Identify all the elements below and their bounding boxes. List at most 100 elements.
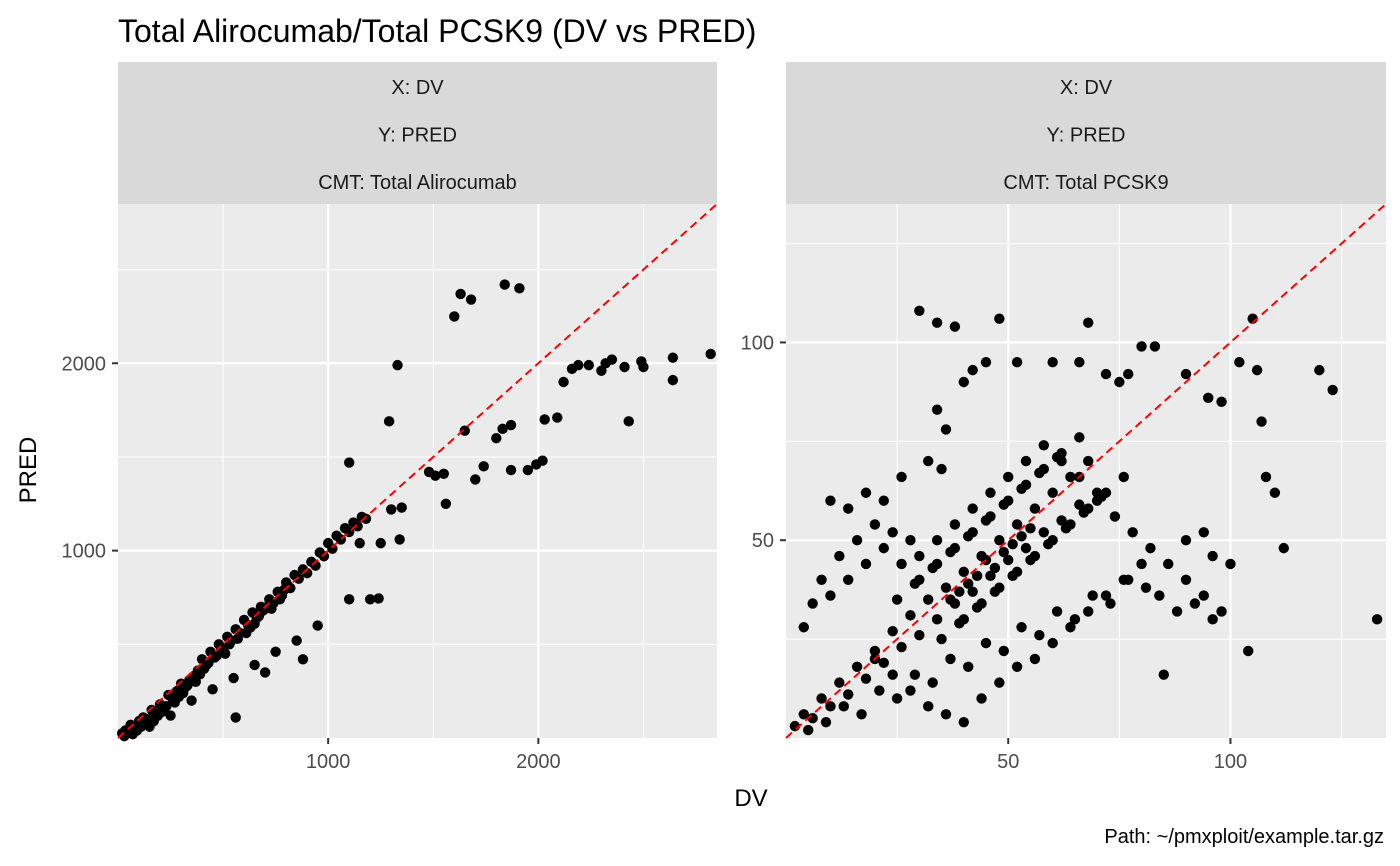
data-point: [958, 566, 969, 578]
data-point: [1140, 582, 1152, 593]
data-point: [838, 701, 849, 712]
data-point: [905, 610, 916, 621]
data-point: [891, 693, 903, 704]
data-point: [825, 701, 836, 712]
data-point: [963, 531, 974, 542]
data-point: [343, 594, 355, 605]
data-point: [1003, 471, 1014, 483]
data-point: [843, 689, 854, 700]
footer-path: Path: ~/pmxploit/example.tar.gz: [1104, 826, 1384, 848]
data-point: [1020, 542, 1032, 554]
facet-strip-label: Y: PRED: [378, 125, 457, 147]
data-point: [1207, 614, 1218, 625]
data-point: [606, 354, 618, 365]
data-point: [1327, 384, 1338, 396]
data-point: [1118, 471, 1129, 483]
data-point: [998, 499, 1009, 510]
data-point: [1078, 507, 1089, 518]
data-point: [232, 633, 243, 644]
facet-strip-label: X: DV: [391, 77, 444, 99]
data-point: [1074, 357, 1085, 368]
data-point: [1025, 554, 1036, 566]
data-point: [874, 685, 885, 696]
data-point: [297, 654, 309, 665]
data-point: [869, 519, 881, 530]
identity-line: [117, 203, 718, 739]
data-point: [976, 693, 987, 704]
data-point: [438, 468, 449, 480]
data-point: [816, 574, 827, 585]
data-point: [954, 618, 965, 629]
y-tick-label: 2000: [62, 353, 107, 375]
data-point: [1074, 499, 1085, 510]
data-point: [1065, 471, 1076, 483]
panel-2: X: DV Y: PRED CMT: Total PCSK9 50 100 50 100: [741, 62, 1387, 773]
data-point: [1234, 357, 1245, 368]
data-point: [878, 495, 889, 506]
data-point: [803, 724, 814, 736]
facet-strip-label: CMT: Total PCSK9: [1003, 172, 1168, 194]
data-point: [1136, 341, 1147, 352]
data-point: [140, 717, 151, 729]
x-tick-label: 50: [997, 751, 1019, 773]
data-point: [465, 294, 477, 305]
data-point: [985, 487, 996, 498]
data-point: [825, 495, 836, 506]
data-point: [219, 648, 231, 659]
chart-title: Total Alirocumab/Total PCSK9 (DV vs PRED…: [118, 13, 756, 49]
data-point: [825, 590, 836, 601]
data-point: [980, 637, 992, 649]
data-point: [491, 433, 502, 444]
x-tick-label: 100: [1214, 751, 1247, 773]
data-point: [914, 305, 925, 316]
data-point: [1007, 570, 1018, 582]
data-point: [619, 361, 630, 373]
data-point: [1069, 614, 1081, 625]
data-point: [293, 573, 304, 584]
data-point: [375, 537, 386, 549]
x-tick-label: 2000: [516, 751, 561, 773]
data-point: [1256, 416, 1267, 427]
data-point: [1074, 432, 1085, 443]
data-point: [1149, 341, 1161, 352]
data-point: [705, 348, 716, 360]
data-point: [514, 283, 525, 294]
data-point: [343, 457, 355, 468]
data-point: [1047, 637, 1058, 649]
data-point: [522, 464, 534, 476]
data-point: [1096, 491, 1107, 502]
data-point: [949, 519, 961, 530]
data-point: [994, 535, 1005, 546]
data-point: [327, 543, 338, 554]
data-point: [667, 374, 679, 386]
data-point: [1047, 357, 1058, 368]
data-point: [497, 423, 508, 435]
data-point: [352, 521, 363, 532]
identity-line: [785, 203, 1387, 739]
data-point: [1123, 574, 1134, 585]
data-point: [940, 424, 952, 435]
data-point: [1198, 527, 1209, 538]
data-point: [914, 550, 925, 562]
y-axis-label: PRED: [15, 437, 42, 504]
data-point: [505, 419, 517, 431]
data-point: [945, 653, 956, 665]
data-point: [1180, 368, 1192, 380]
data-point: [207, 684, 218, 695]
data-point: [851, 661, 863, 672]
data-point: [1189, 598, 1201, 609]
data-point: [945, 594, 956, 605]
data-point: [1020, 455, 1032, 467]
data-point: [1007, 538, 1018, 550]
data-point: [1136, 558, 1147, 570]
data-point: [856, 709, 867, 720]
data-point: [537, 455, 548, 466]
data-point: [1207, 550, 1218, 562]
data-point: [909, 669, 921, 680]
facet-strip: [786, 62, 1386, 204]
data-point: [940, 709, 952, 720]
data-point: [1154, 590, 1165, 601]
data-point: [1051, 606, 1063, 617]
y-tick-label: 1000: [62, 541, 107, 563]
